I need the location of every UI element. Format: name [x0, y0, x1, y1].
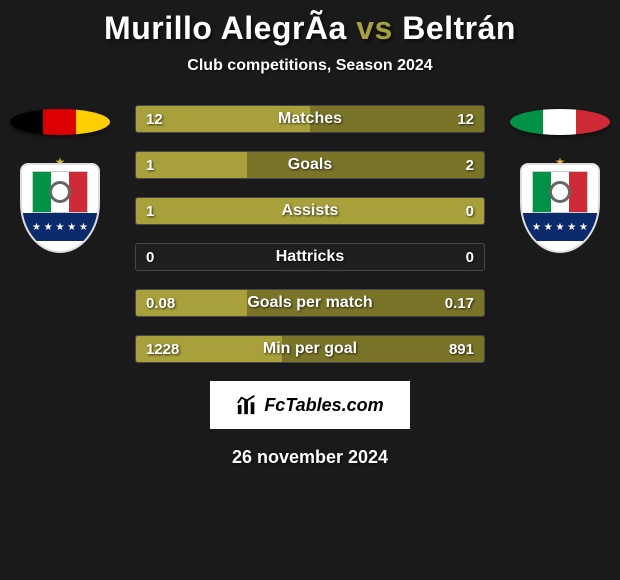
stat-row: 1212Matches	[135, 105, 485, 133]
subtitle: Club competitions, Season 2024	[0, 57, 620, 75]
date-label: 26 november 2024	[0, 447, 620, 468]
stat-value-right: 2	[466, 152, 474, 178]
stat-value-left: 1228	[146, 336, 179, 362]
right-club-crest: ★ ★ ★ ★ ★ ★	[520, 163, 600, 253]
title-player-left: Murillo AlegrÃa	[104, 10, 347, 46]
left-player-column: ★ ★ ★ ★ ★ ★	[0, 105, 120, 253]
bar-fill-right	[247, 152, 484, 178]
stat-value-right: 0.17	[445, 290, 474, 316]
right-player-column: ★ ★ ★ ★ ★ ★	[500, 105, 620, 253]
stat-label: Hattricks	[136, 244, 484, 270]
right-country-flag	[510, 109, 610, 135]
stat-value-left: 1	[146, 152, 154, 178]
left-country-flag	[10, 109, 110, 135]
stat-value-right: 891	[449, 336, 474, 362]
bar-fill-left	[136, 198, 484, 224]
stat-row: 0 0Hattricks	[135, 243, 485, 271]
title-player-right: Beltrán	[402, 10, 516, 46]
left-club-crest: ★ ★ ★ ★ ★ ★	[20, 163, 100, 253]
stat-value-right: 0	[466, 244, 474, 270]
comparison-panel: ★ ★ ★ ★ ★ ★ ★ ★ ★ ★ ★ ★	[0, 105, 620, 468]
stats-bars: 1212Matches12Goals10Assists00Hattricks0.…	[135, 105, 485, 363]
stat-value-left: 0.08	[146, 290, 175, 316]
stat-value-right: 0	[466, 198, 474, 224]
stat-value-left: 0	[146, 244, 154, 270]
stat-value-left: 12	[146, 106, 163, 132]
page-title: Murillo AlegrÃa vs Beltrán	[0, 0, 620, 47]
branding-badge: FcTables.com	[210, 381, 410, 429]
chart-icon	[236, 394, 258, 416]
stat-row: 0.080.17Goals per match	[135, 289, 485, 317]
stat-row: 10Assists	[135, 197, 485, 225]
stat-value-left: 1	[146, 198, 154, 224]
stat-row: 12Goals	[135, 151, 485, 179]
title-vs: vs	[356, 10, 393, 46]
stat-row: 1228891Min per goal	[135, 335, 485, 363]
stat-value-right: 12	[457, 106, 474, 132]
branding-text: FcTables.com	[264, 395, 383, 416]
